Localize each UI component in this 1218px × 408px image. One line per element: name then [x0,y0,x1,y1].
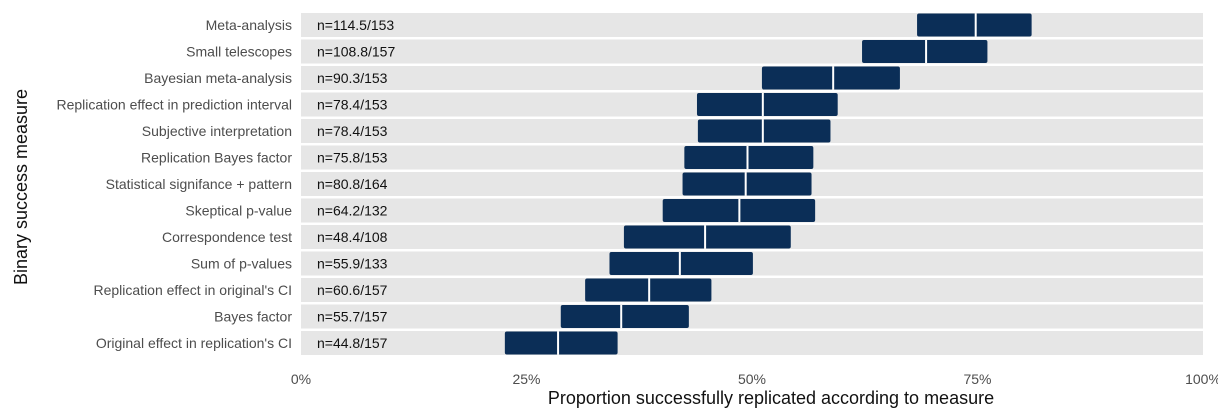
n-label: n=80.8/164 [317,176,388,192]
n-label: n=55.9/133 [317,256,388,272]
background-bar [301,304,1203,329]
category-label: Skeptical p-value [185,203,292,219]
x-tick-labels: 0% 25% 50% 75% 100% [291,371,1218,387]
category-label: Small telescopes [186,44,292,60]
x-tick-label: 50% [738,371,766,387]
background-bar [301,13,1203,37]
n-label: n=60.6/157 [317,282,388,298]
interval-bar [697,119,831,143]
y-axis-title: Binary success measure [11,89,31,285]
n-label: n=44.8/157 [317,335,388,351]
n-label: n=64.2/132 [317,203,388,219]
category-label: Bayes factor [214,309,292,325]
category-label: Replication Bayes factor [141,150,292,166]
interval-bar [761,66,900,90]
n-label: n=55.7/157 [317,309,388,325]
n-label: n=90.3/153 [317,70,388,86]
interval-bar [684,146,814,169]
n-labels: n=114.5/153 n=108.8/157 n=90.3/153 n=78.4/1… [317,17,395,351]
n-label: n=75.8/153 [317,150,388,166]
category-label: Subjective interpretation [142,123,292,139]
category-label: Meta-analysis [206,17,292,33]
interval-bar [623,225,791,249]
x-tick-label: 100% [1185,371,1218,387]
background-bar [301,39,1203,64]
category-label: Sum of p-values [191,256,292,272]
x-tick-label: 75% [963,371,991,387]
interval-bar [682,172,812,196]
x-tick-label: 0% [291,371,311,387]
category-labels: Meta-analysis Small telescopes Bayesian me… [56,17,292,351]
n-label: n=78.4/153 [317,97,388,113]
interval-bar [862,40,988,63]
interval-bar [504,331,618,355]
x-tick-label: 25% [512,371,540,387]
category-label: Replication effect in prediction interva… [56,97,292,113]
interval-bar [917,13,1032,37]
interval-bars [504,13,1032,355]
background-bar [301,66,1203,90]
interval-bar [696,93,838,116]
median-lines [557,13,977,355]
category-label: Bayesian meta-analysis [144,70,292,86]
category-label: Statistical signifance + pattern [106,176,292,192]
category-label: Correspondence test [162,229,292,245]
interval-bar [560,305,689,328]
interval-bar [609,252,753,275]
category-label: Original effect in replication's CI [96,335,292,351]
n-label: n=114.5/153 [317,17,394,33]
n-label: n=48.4/108 [317,229,388,245]
background-bar [301,331,1203,355]
background-bar [301,278,1203,302]
x-axis-title: Proportion successfully replicated accor… [548,388,994,408]
category-label: Replication effect in original's CI [93,282,292,298]
n-label: n=78.4/153 [317,123,388,139]
n-label: n=108.8/157 [317,44,395,60]
